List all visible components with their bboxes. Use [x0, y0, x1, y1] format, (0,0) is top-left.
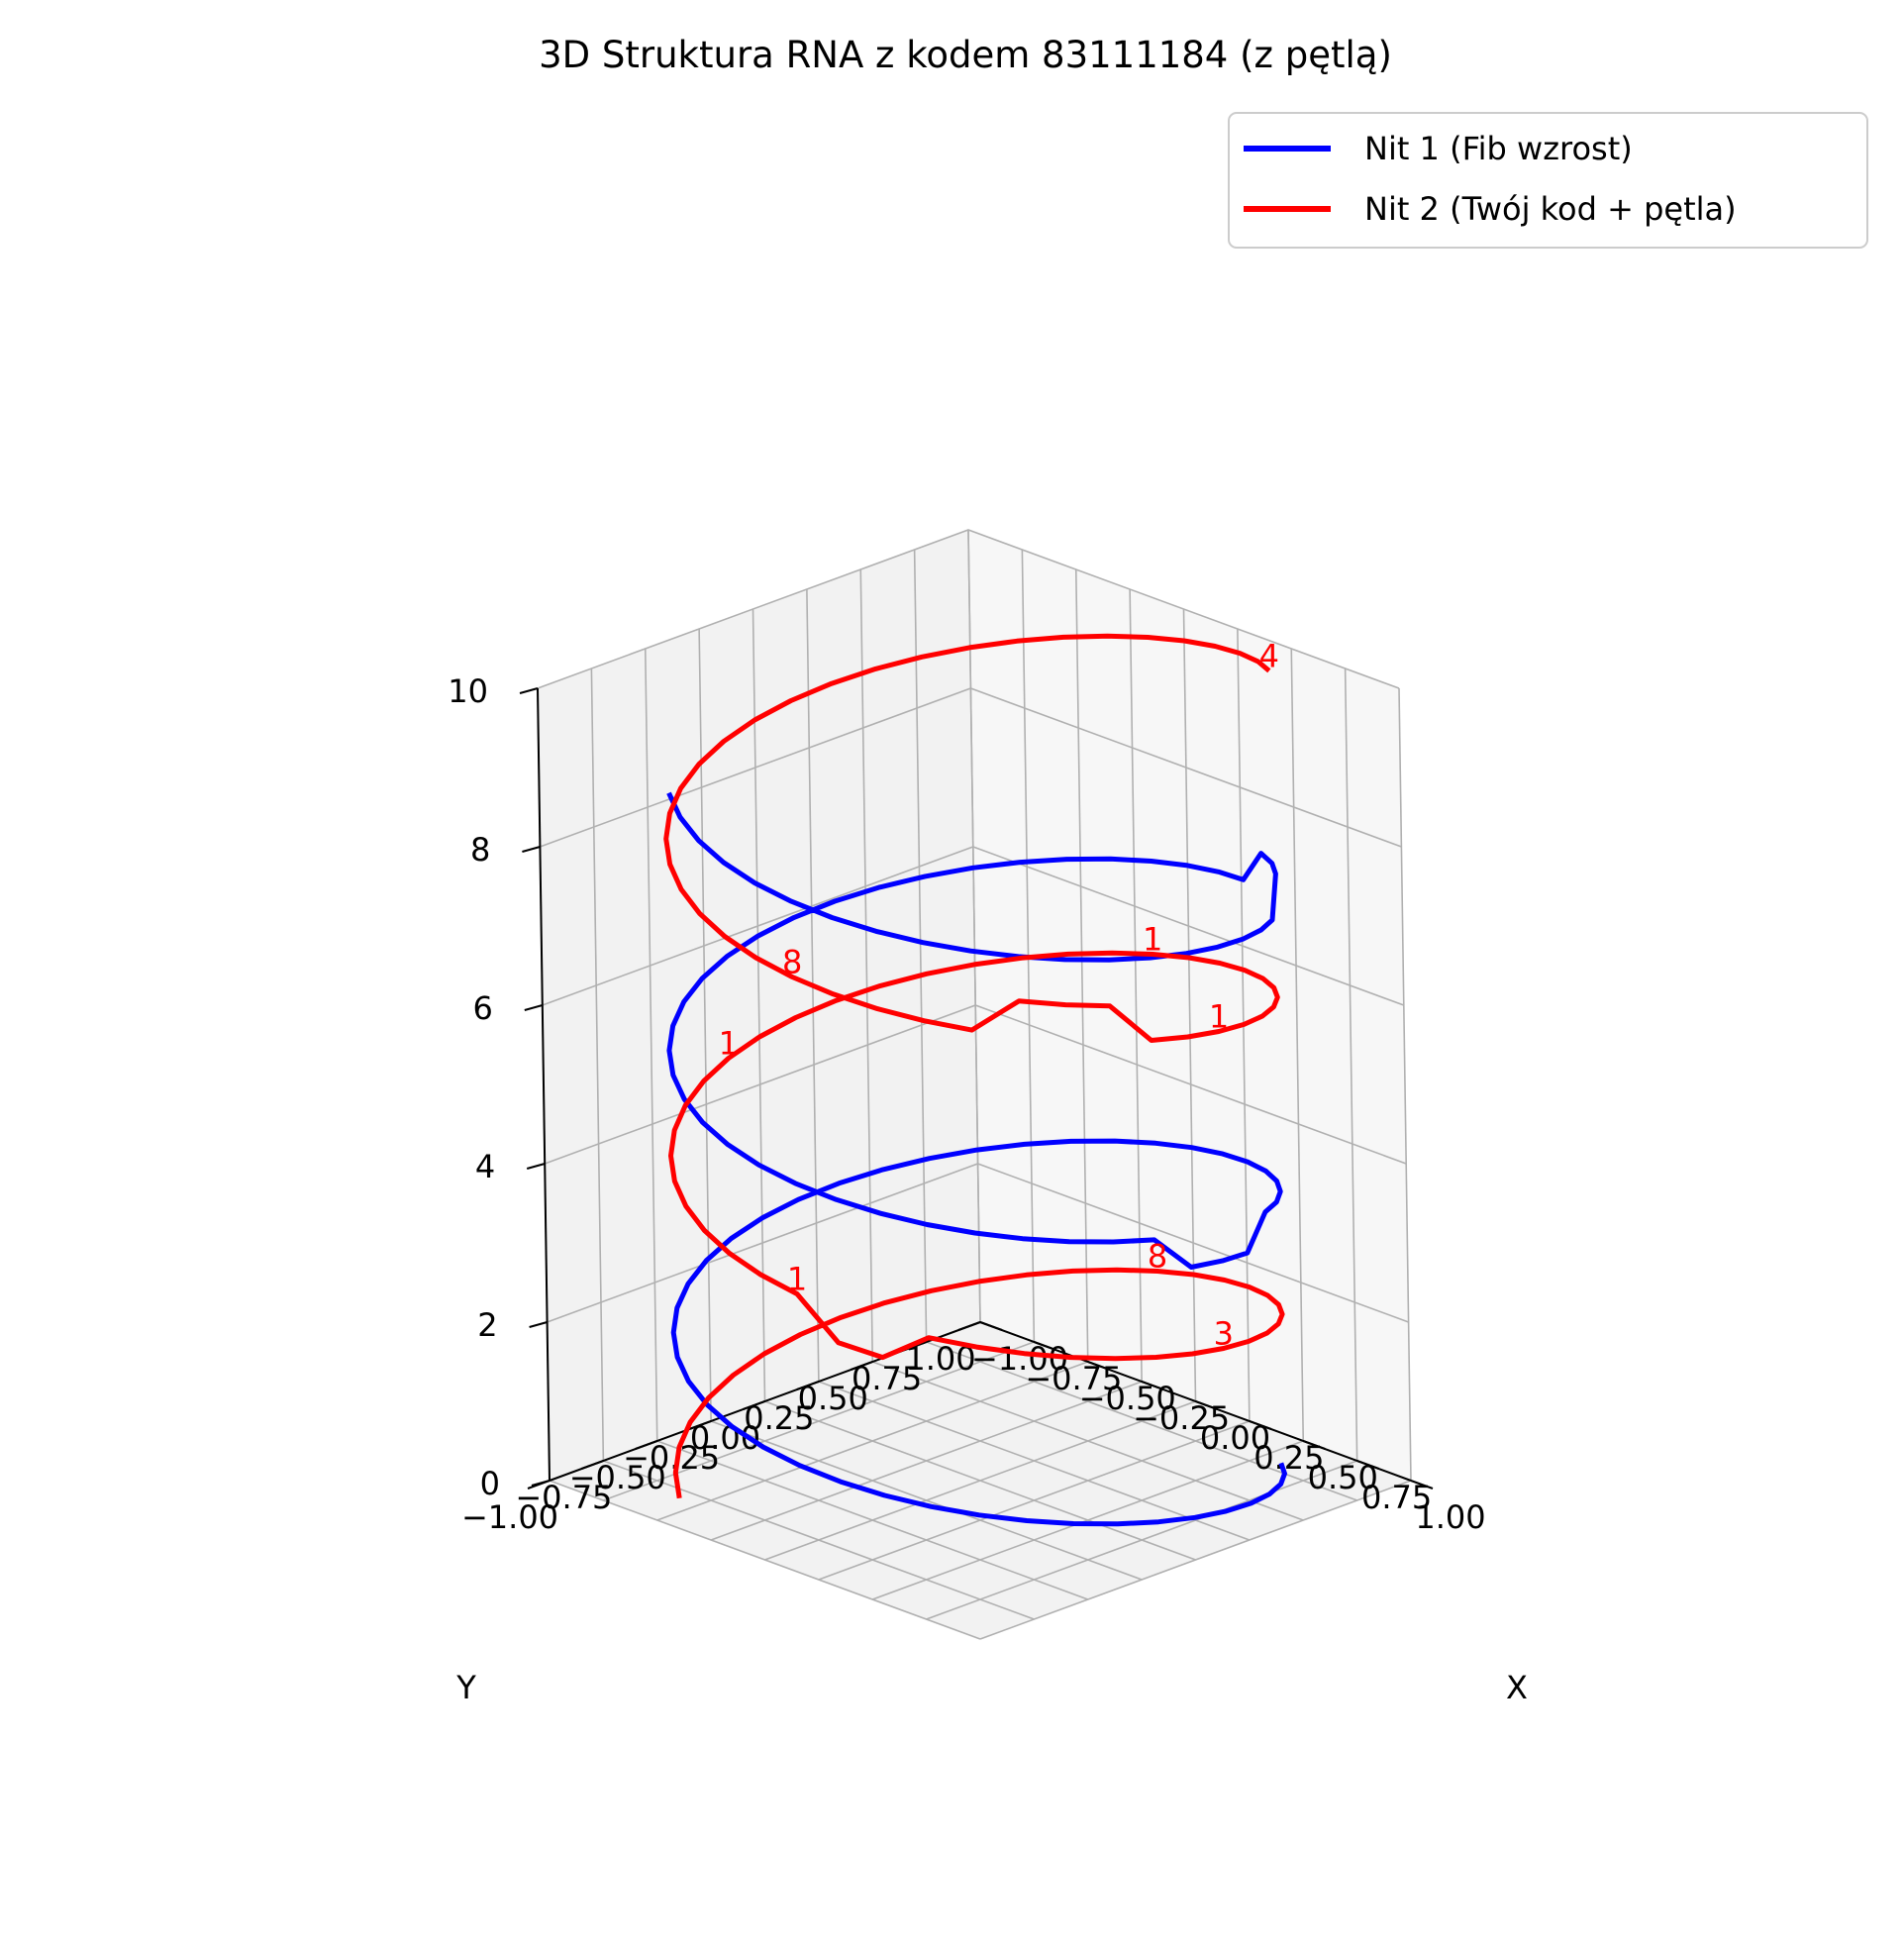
grid-leftwall-vert [644, 648, 658, 1442]
z-tick-label: 4 [475, 1148, 495, 1185]
y-axis-label: Y [455, 1669, 476, 1706]
x-tick-label: −1.00 [971, 1340, 1068, 1378]
x-tick-label: 1.00 [1415, 1498, 1485, 1536]
y-tick-label: 0.75 [852, 1360, 922, 1397]
grid-leftwall-vert [859, 568, 874, 1363]
grid-wall-horiz [537, 529, 1400, 689]
digit-annotation: 1 [719, 1024, 739, 1062]
z-axis-line [537, 687, 551, 1482]
series-line-nit2 [663, 633, 1285, 1499]
grid-rightwall-vert [1398, 687, 1412, 1482]
x-axis-label: X [1506, 1669, 1528, 1706]
z-tick-label: 8 [470, 831, 490, 869]
grid-floor-x [656, 1361, 1089, 1521]
x-tick [1302, 1440, 1326, 1450]
digit-annotation: 8 [782, 944, 802, 981]
y-tick-label: −0.25 [623, 1439, 720, 1477]
chart-title: 3D Struktura RNA z kodem 83111184 (z pęt… [539, 34, 1392, 76]
x-tick-label: −0.50 [1079, 1380, 1176, 1417]
grid-floor-y [818, 1381, 1251, 1541]
grid-rightwall-vert [1344, 668, 1358, 1462]
legend: Nit 1 (Fib wzrost) Nit 2 (Twój kod + pęt… [1228, 112, 1868, 249]
grid-floor-y [764, 1400, 1196, 1561]
grid-leftwall-vert [590, 668, 605, 1462]
x-tick [1356, 1460, 1379, 1470]
grid-wall-horiz [540, 687, 1402, 848]
x-tick [1141, 1381, 1164, 1390]
y-tick [635, 1440, 658, 1450]
grid-rightwall-vert [1290, 648, 1305, 1442]
grid-wall-horiz [542, 846, 1405, 1006]
y-tick [688, 1420, 712, 1430]
x-tick [1249, 1420, 1272, 1430]
x-tick [1195, 1400, 1218, 1410]
y-tick-label: −0.50 [569, 1459, 666, 1496]
x-tick-label: 0.00 [1200, 1419, 1270, 1457]
series-lines [663, 633, 1287, 1527]
z-tick-label: 10 [448, 672, 488, 710]
x-tick [1410, 1480, 1434, 1490]
grid-floor-y [871, 1361, 1304, 1521]
x-tick-label: 0.75 [1361, 1479, 1432, 1516]
legend-frame [1228, 112, 1868, 249]
grid-rightwall-vert [967, 529, 981, 1323]
grid-leftwall-vert [913, 549, 928, 1343]
x-tick [1087, 1361, 1111, 1371]
y-tick [796, 1381, 820, 1390]
y-tick [850, 1361, 873, 1371]
y-tick-label: −1.00 [461, 1498, 558, 1536]
digit-annotation: 1 [1143, 920, 1162, 958]
grid-rightwall-vert [1182, 608, 1197, 1402]
z-tick-label: 2 [477, 1306, 497, 1344]
series-line-nit1 [666, 791, 1287, 1527]
legend-label-nit2: Nit 2 (Twój kod + pętla) [1364, 190, 1737, 228]
digit-annotations: 8 3 1 1 1 1 8 4 [719, 637, 1279, 1352]
z-tick [529, 1321, 548, 1328]
digit-annotation: 1 [787, 1261, 807, 1298]
legend-label-nit1: Nit 1 (Fib wzrost) [1364, 130, 1633, 167]
digit-annotation: 3 [1214, 1315, 1234, 1353]
grid-wall-horiz [544, 1004, 1407, 1165]
tick-marks [519, 687, 1434, 1490]
z-tick [524, 1004, 544, 1011]
x-tick-label: −0.25 [1133, 1399, 1230, 1437]
grid-floor-x [710, 1381, 1143, 1541]
digit-annotation: 4 [1259, 637, 1279, 674]
grid-rightwall-vert [1129, 588, 1143, 1383]
digit-annotation: 8 [1148, 1237, 1167, 1275]
z-tick [526, 1163, 546, 1170]
x-tick [1034, 1341, 1056, 1351]
grid-wall-horiz [547, 1163, 1409, 1323]
tick-labels: −1.00−0.75−0.50−0.250.000.250.500.751.00… [448, 672, 1485, 1536]
y-tick-label: 0.50 [798, 1380, 868, 1417]
z-tick-label: 6 [472, 989, 492, 1027]
digit-annotation: 1 [1209, 998, 1229, 1036]
x-tick-label: 0.25 [1253, 1439, 1324, 1477]
y-tick [743, 1400, 765, 1410]
y-tick [581, 1460, 604, 1470]
y-tick-label: −0.75 [515, 1479, 612, 1516]
grid-rightwall-vert [1074, 568, 1089, 1363]
z-tick-label: 0 [480, 1465, 500, 1502]
x-tick-label: 0.50 [1308, 1459, 1378, 1496]
z-tick [522, 846, 541, 853]
x-tick-label: −0.75 [1025, 1360, 1122, 1397]
z-tick [531, 1480, 551, 1487]
z-tick [519, 687, 539, 694]
x-tick [979, 1321, 1003, 1331]
grid-rightwall-vert [1021, 549, 1036, 1343]
y-tick [957, 1321, 981, 1331]
grid-leftwall-vert [752, 608, 766, 1402]
y-tick-label: 0.25 [744, 1399, 814, 1437]
